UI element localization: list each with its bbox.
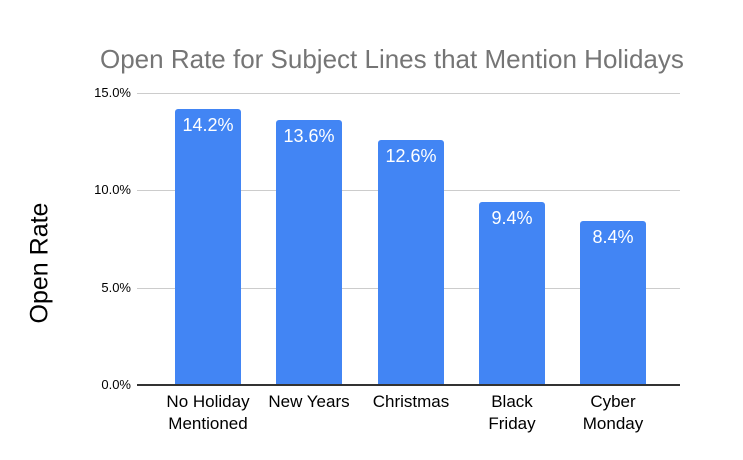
- bar-value-label: 13.6%: [283, 126, 335, 146]
- x-tick-label: Cyber Monday: [582, 392, 644, 433]
- bar-value-label: 12.6%: [385, 146, 437, 166]
- bar-value-label: 14.2%: [182, 115, 234, 135]
- y-tick-label: 10.0%: [94, 182, 131, 197]
- y-tick-label: 15.0%: [94, 85, 131, 100]
- bar-value-label: 9.4%: [491, 208, 533, 228]
- y-tick-label: 5.0%: [101, 280, 131, 295]
- chart-title: Open Rate for Subject Lines that Mention…: [100, 44, 684, 74]
- y-axis-title: Open Rate: [25, 202, 54, 324]
- x-tick-label: Christmas: [372, 392, 450, 411]
- x-tick-label: New Years: [268, 392, 350, 411]
- bar-value-label: 8.4%: [592, 227, 634, 247]
- x-tick-label: No Holiday Mentioned: [166, 392, 250, 433]
- bar: 12.6%: [378, 140, 444, 385]
- bar: 14.2%: [175, 109, 241, 385]
- gridline: [137, 93, 680, 94]
- x-axis-line: [137, 384, 680, 386]
- x-tick-label: Black Friday: [488, 392, 536, 433]
- bar: 8.4%: [580, 221, 646, 385]
- bar: 13.6%: [276, 120, 342, 385]
- bar: 9.4%: [479, 202, 545, 385]
- y-tick-label: 0.0%: [101, 377, 131, 392]
